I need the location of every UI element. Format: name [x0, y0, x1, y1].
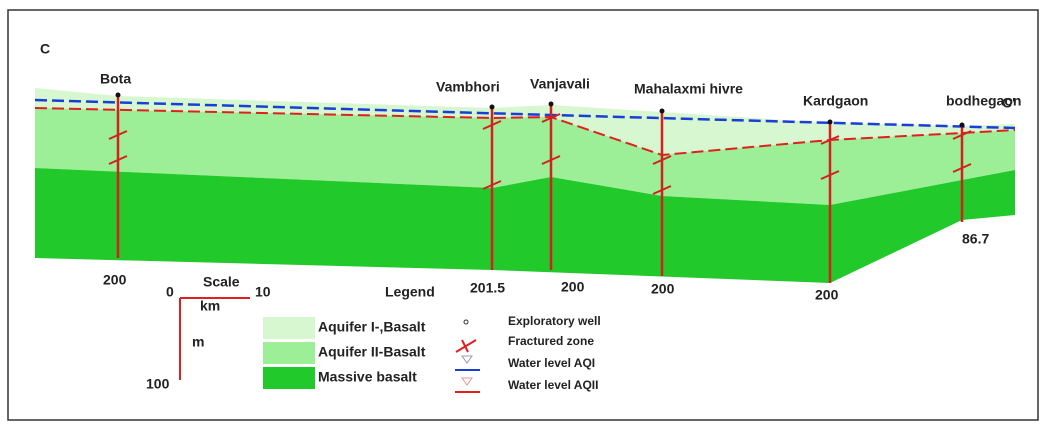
- legend-symbol: Fractured zone: [508, 334, 594, 348]
- fracture-symbol: [455, 339, 477, 353]
- fracture: [482, 180, 502, 190]
- scale-m-end: 100: [146, 376, 170, 392]
- scale-km-unit: km: [200, 298, 220, 314]
- fracture: [108, 130, 128, 140]
- legend-swatch: [263, 342, 315, 364]
- scale-title: Scale: [203, 274, 240, 290]
- fracture: [108, 155, 128, 165]
- scale-m-unit: m: [192, 334, 204, 350]
- well-head: [959, 122, 965, 128]
- well-depth: 200: [651, 281, 675, 297]
- well-head: [489, 104, 495, 110]
- scale-km-start: 0: [166, 284, 174, 300]
- well-name: Kardgaon: [803, 93, 868, 109]
- fracture: [952, 163, 972, 173]
- fracture: [820, 135, 840, 145]
- legend-swatch: [263, 317, 315, 339]
- well-name: Vambhori: [436, 79, 500, 95]
- section-end: C': [1002, 95, 1015, 111]
- aq1-symbol: [461, 355, 473, 364]
- well-depth: 200: [103, 272, 127, 288]
- well-head: [827, 119, 833, 125]
- fracture: [482, 120, 502, 130]
- well-depth: 86.7: [962, 231, 989, 247]
- legend-symbol: Water level AQI: [508, 356, 595, 370]
- legend-layer: Aquifer I-,Basalt: [318, 319, 426, 335]
- well-name: Mahalaxmi hivre: [634, 81, 743, 97]
- well-name: bodhegaon: [946, 93, 1021, 109]
- well-depth: 200: [815, 287, 839, 303]
- well-name: Vanjavali: [530, 76, 590, 92]
- fracture: [541, 113, 561, 123]
- well-depth: 201.5: [470, 280, 505, 296]
- fracture: [652, 155, 672, 165]
- legend-title: Legend: [385, 284, 435, 300]
- well-symbol: [463, 319, 469, 325]
- well-name: Bota: [100, 71, 131, 87]
- aq2-symbol: [461, 377, 473, 386]
- scale-km-end: 10: [255, 284, 271, 300]
- well-depth: 200: [561, 279, 585, 295]
- aquifer-1: [35, 88, 1015, 158]
- fracture: [952, 130, 972, 140]
- aquifer-2: [35, 108, 1015, 205]
- legend-swatch: [263, 367, 315, 389]
- well-head: [548, 101, 554, 107]
- legend-layer: Aquifer II-Basalt: [318, 344, 426, 360]
- legend-symbol: Water level AQII: [508, 378, 598, 392]
- massive-basalt: [35, 168, 1015, 283]
- well-head: [115, 92, 121, 98]
- well-head: [659, 108, 665, 114]
- legend-layer: Massive basalt: [318, 369, 417, 385]
- fracture: [820, 170, 840, 180]
- legend-symbol: Exploratory well: [508, 314, 601, 328]
- fracture: [541, 155, 561, 165]
- section-start: C: [40, 41, 50, 57]
- fracture: [652, 185, 672, 195]
